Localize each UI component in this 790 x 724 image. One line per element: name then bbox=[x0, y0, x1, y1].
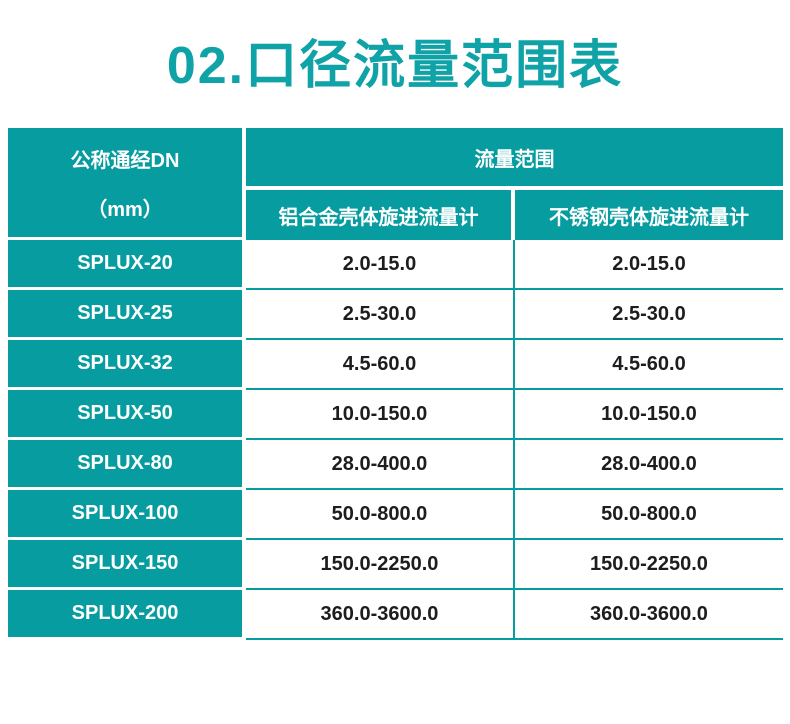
header-flow-range: 流量范围 bbox=[246, 128, 783, 190]
row-aluminum-range-cell: 2.5-30.0 bbox=[246, 290, 515, 340]
flow-range-table: 公称通经DN （mm） 流量范围 铝合金壳体旋进流量计 不锈钢壳体旋进流量计 S… bbox=[8, 128, 783, 640]
row-model-cell: SPLUX-32 bbox=[8, 340, 246, 390]
row-model-cell: SPLUX-25 bbox=[8, 290, 246, 340]
row-model-cell: SPLUX-100 bbox=[8, 490, 246, 540]
row-model-cell: SPLUX-80 bbox=[8, 440, 246, 490]
row-model-cell: SPLUX-50 bbox=[8, 390, 246, 440]
row-aluminum-range-cell: 2.0-15.0 bbox=[246, 240, 515, 290]
row-aluminum-range-cell: 4.5-60.0 bbox=[246, 340, 515, 390]
header-nominal-diameter: 公称通经DN （mm） bbox=[8, 128, 246, 240]
row-stainless-range-cell: 10.0-150.0 bbox=[515, 390, 783, 440]
row-aluminum-range-cell: 10.0-150.0 bbox=[246, 390, 515, 440]
page-title: 02.口径流量范围表 bbox=[166, 37, 624, 95]
row-stainless-range-cell: 28.0-400.0 bbox=[515, 440, 783, 490]
row-stainless-range-cell: 2.0-15.0 bbox=[515, 240, 783, 290]
row-stainless-range-cell: 360.0-3600.0 bbox=[515, 590, 783, 640]
row-stainless-range-cell: 150.0-2250.0 bbox=[515, 540, 783, 590]
row-stainless-range-cell: 50.0-800.0 bbox=[515, 490, 783, 540]
row-aluminum-range-cell: 360.0-3600.0 bbox=[246, 590, 515, 640]
row-model-cell: SPLUX-20 bbox=[8, 240, 246, 290]
row-model-cell: SPLUX-150 bbox=[8, 540, 246, 590]
header-nominal-diameter-line2: （mm） bbox=[87, 198, 163, 221]
row-aluminum-range-cell: 28.0-400.0 bbox=[246, 440, 515, 490]
row-stainless-range-cell: 4.5-60.0 bbox=[515, 340, 783, 390]
header-nominal-diameter-line1: 公称通经DN bbox=[70, 149, 180, 172]
row-aluminum-range-cell: 150.0-2250.0 bbox=[246, 540, 515, 590]
header-stainless-meter: 不锈钢壳体旋进流量计 bbox=[515, 190, 783, 240]
row-stainless-range-cell: 2.5-30.0 bbox=[515, 290, 783, 340]
row-aluminum-range-cell: 50.0-800.0 bbox=[246, 490, 515, 540]
title-band: 02.口径流量范围表 bbox=[0, 0, 790, 128]
row-model-cell: SPLUX-200 bbox=[8, 590, 246, 640]
header-aluminum-meter: 铝合金壳体旋进流量计 bbox=[246, 190, 515, 240]
